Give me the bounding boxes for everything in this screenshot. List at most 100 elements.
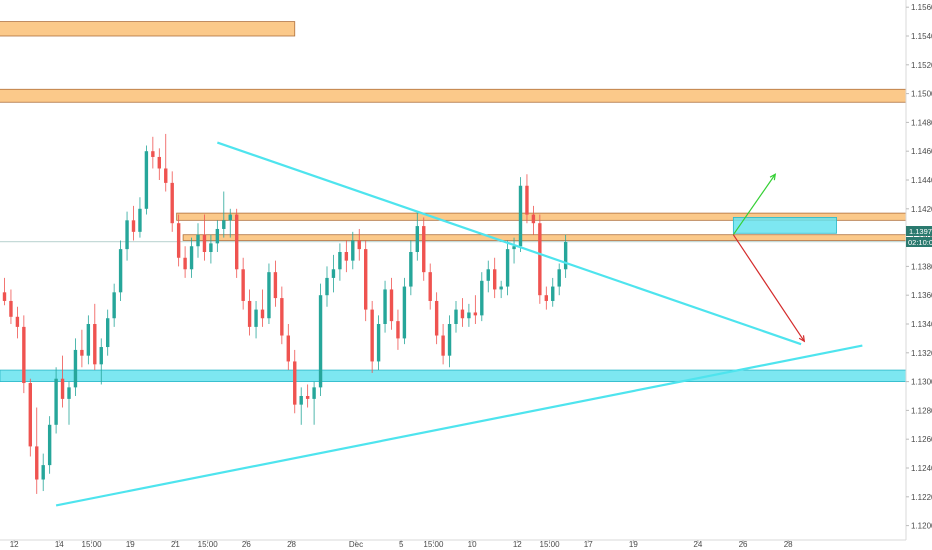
x-tick-label: 17 xyxy=(584,540,593,549)
y-tick-label: 1.12000 xyxy=(911,522,932,531)
candle-down xyxy=(202,234,207,252)
y-tick-label: 1.14800 xyxy=(911,118,932,127)
x-tick-label: 12 xyxy=(10,540,19,549)
candle-down xyxy=(357,240,361,250)
candle-up xyxy=(86,324,91,356)
y-tick-label: 1.15400 xyxy=(911,32,932,41)
candle-down xyxy=(28,383,32,447)
x-tick-label: 15:00 xyxy=(82,540,103,549)
drawing-layer xyxy=(55,141,863,507)
x-tick-label: 26 xyxy=(739,540,748,549)
candle-down xyxy=(525,185,529,215)
candle-up xyxy=(486,269,490,281)
candle-down xyxy=(428,272,432,301)
candle-down xyxy=(2,292,7,301)
candle-up xyxy=(557,269,561,287)
y-tick-label: 1.12600 xyxy=(911,435,932,444)
candle-up xyxy=(67,387,71,399)
candle-up xyxy=(267,272,271,319)
y-tick-label: 1.15600 xyxy=(911,3,932,12)
candle-down xyxy=(22,326,26,384)
candle-up xyxy=(209,243,213,252)
x-tick-label: 26 xyxy=(242,540,251,549)
candle-down xyxy=(235,214,239,270)
candle-up xyxy=(118,249,123,293)
candle-down xyxy=(473,312,478,316)
candle-up xyxy=(467,312,471,319)
arrow-head xyxy=(769,173,777,181)
candle-down xyxy=(60,378,65,399)
candle-down xyxy=(280,298,284,336)
candle-up xyxy=(563,241,568,270)
candle-down xyxy=(176,223,181,258)
candle-up xyxy=(47,424,52,466)
y-tick-label: 1.12400 xyxy=(911,464,932,473)
x-tick-label: 15:00 xyxy=(540,540,561,549)
candle-up xyxy=(138,208,142,232)
candle-down xyxy=(422,226,426,273)
y-tick-label: 1.15200 xyxy=(911,61,932,70)
candle-up xyxy=(99,347,103,365)
x-tick-label: 21 xyxy=(171,540,180,549)
candle-up xyxy=(383,289,387,324)
candle-up xyxy=(228,214,232,221)
candle-up xyxy=(189,246,194,270)
candle-up xyxy=(512,246,516,250)
y-tick-label: 1.13800 xyxy=(911,262,932,271)
x-tick-label: Dec xyxy=(349,540,363,549)
arrow-down xyxy=(732,234,805,342)
y-tick-label: 1.13400 xyxy=(911,320,932,329)
candle-down xyxy=(531,214,536,224)
candle-down xyxy=(493,269,497,290)
price-tag[interactable] xyxy=(906,226,932,236)
candle-down xyxy=(241,269,245,301)
candle-up xyxy=(54,378,58,425)
candle-down xyxy=(170,182,174,224)
x-tick-label: 5 xyxy=(399,540,404,549)
candle-down xyxy=(434,300,439,336)
y-tick-label: 1.14400 xyxy=(911,176,932,185)
candle-down xyxy=(396,321,400,339)
countdown-tag xyxy=(906,237,932,247)
trendline xyxy=(216,141,802,346)
candle-up xyxy=(499,286,503,290)
x-tick-label: 10 xyxy=(468,540,477,549)
target-box xyxy=(732,217,837,234)
y-tick-label: 1.13200 xyxy=(911,349,932,358)
y-tick-label: 1.14600 xyxy=(911,147,932,156)
candle-down xyxy=(286,335,290,362)
candle-down xyxy=(293,361,297,405)
x-tick-label: 15:00 xyxy=(198,540,219,549)
candle-up xyxy=(447,324,452,356)
candle-up xyxy=(41,465,45,480)
candle-up xyxy=(299,396,303,405)
support-zone xyxy=(0,369,907,382)
candle-down xyxy=(131,220,136,232)
arrow-up xyxy=(732,173,776,236)
candle-up xyxy=(551,286,555,301)
candle-down xyxy=(157,156,161,169)
resistance-zone xyxy=(182,234,907,241)
candle-up xyxy=(454,309,458,324)
candle-down xyxy=(247,300,252,327)
candle-up xyxy=(318,295,323,388)
zone-layer xyxy=(0,21,907,382)
candle-up xyxy=(325,277,329,296)
candle-up xyxy=(505,249,510,287)
candle-up xyxy=(480,280,484,316)
candle-down xyxy=(151,151,155,157)
candle-up xyxy=(415,226,419,252)
trendline xyxy=(55,344,863,507)
candle-down xyxy=(9,300,13,317)
candle-up xyxy=(338,252,342,270)
candle-down xyxy=(273,272,278,299)
resistance-zone xyxy=(0,21,296,37)
candle-up xyxy=(312,387,316,399)
resistance-zone xyxy=(0,88,907,103)
candle-up xyxy=(112,292,116,319)
y-tick-label: 1.12800 xyxy=(911,406,932,415)
candle-down xyxy=(183,257,187,270)
candle-down xyxy=(35,446,39,480)
